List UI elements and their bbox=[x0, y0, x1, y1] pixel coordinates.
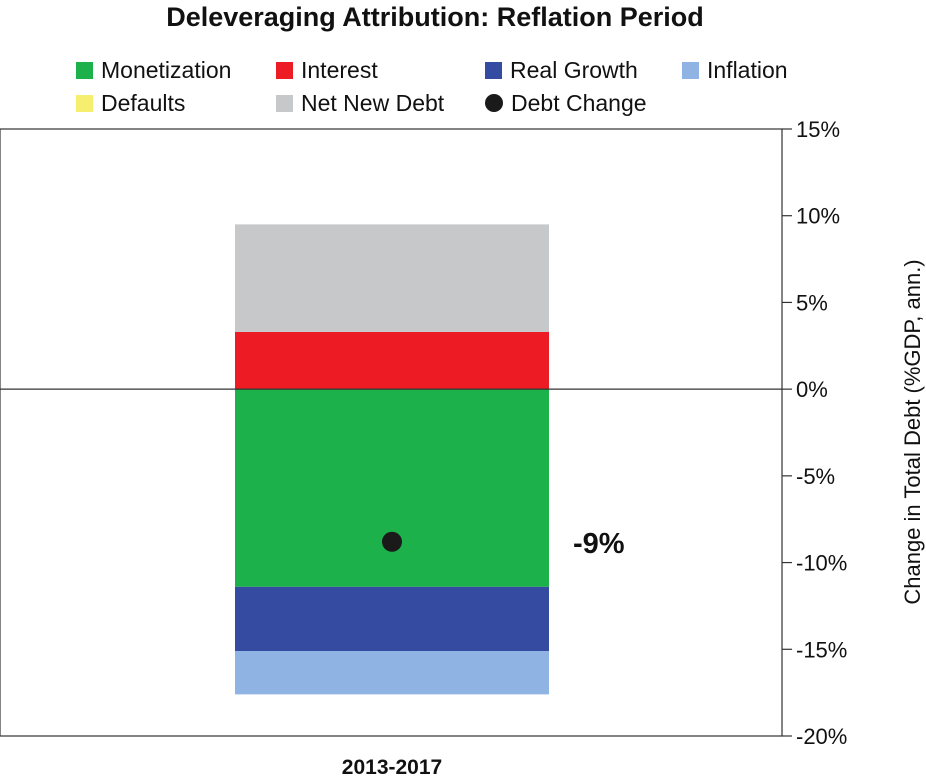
chart-title: Deleveraging Attribution: Reflation Peri… bbox=[166, 2, 704, 32]
legend-swatch-interest bbox=[276, 61, 293, 79]
legend-item-net-new-debt: Net New Debt bbox=[276, 89, 444, 117]
legend-item-defaults: Defaults bbox=[76, 89, 185, 117]
legend-label-defaults: Defaults bbox=[101, 90, 186, 116]
legend-swatch-debt-change bbox=[485, 94, 503, 112]
legend-label-real-growth: Real Growth bbox=[510, 57, 638, 83]
legend-label-debt-change: Debt Change bbox=[511, 90, 647, 116]
debt-change-data-label: -9% bbox=[573, 528, 625, 560]
x-category-label: 2013-2017 bbox=[341, 756, 443, 779]
bar-segment-monetization bbox=[235, 389, 549, 587]
bar-segment-inflation bbox=[235, 651, 549, 695]
legend-item-monetization: Monetization bbox=[76, 56, 231, 84]
bar-segment-interest bbox=[235, 331, 549, 390]
legend-label-inflation: Inflation bbox=[707, 57, 788, 83]
legend-label-net-new-debt: Net New Debt bbox=[301, 90, 445, 116]
legend-swatch-monetization bbox=[76, 61, 93, 79]
legend-swatch-inflation bbox=[682, 61, 699, 79]
plot-frame bbox=[0, 128, 783, 737]
y-tick-label: -5% bbox=[796, 464, 835, 489]
y-tick-label: -10% bbox=[796, 551, 847, 576]
y-tick-label: 15% bbox=[796, 117, 840, 142]
y-tick-label: 0% bbox=[796, 377, 828, 402]
legend-item-real-growth: Real Growth bbox=[485, 56, 638, 84]
bar-segment-net-new-debt bbox=[235, 224, 549, 332]
legend-label-monetization: Monetization bbox=[101, 57, 232, 83]
legend-swatch-net-new-debt bbox=[276, 94, 293, 112]
legend-item-inflation: Inflation bbox=[682, 56, 788, 84]
legend-item-interest: Interest bbox=[276, 56, 378, 84]
debt-change-marker bbox=[382, 531, 402, 552]
legend-label-interest: Interest bbox=[301, 57, 378, 83]
y-tick-label: 5% bbox=[796, 290, 828, 315]
y-tick-label: 10% bbox=[796, 204, 840, 229]
y-axis-label: Change in Total Debt (%GDP, ann.) bbox=[900, 259, 925, 605]
legend-swatch-defaults bbox=[76, 94, 93, 112]
legend-item-debt-change: Debt Change bbox=[485, 89, 647, 117]
y-tick-label: -15% bbox=[796, 637, 847, 662]
bar-segment-real-growth bbox=[235, 586, 549, 652]
y-tick-label: -20% bbox=[796, 724, 847, 749]
legend-swatch-real-growth bbox=[485, 61, 502, 79]
